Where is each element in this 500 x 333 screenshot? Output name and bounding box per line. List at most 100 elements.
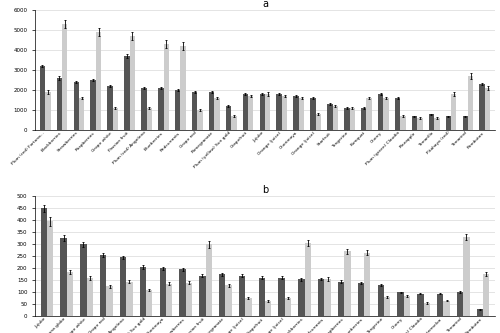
Bar xyxy=(398,292,404,316)
Bar xyxy=(451,94,456,130)
Bar xyxy=(318,279,324,316)
Bar xyxy=(434,118,440,130)
Title: a: a xyxy=(262,0,268,9)
Bar xyxy=(130,36,135,130)
Bar xyxy=(231,116,236,130)
Bar xyxy=(457,292,464,316)
Bar xyxy=(282,96,288,130)
Bar xyxy=(47,221,53,316)
Bar xyxy=(298,279,304,316)
Bar xyxy=(146,108,152,130)
Bar xyxy=(350,108,355,130)
Bar xyxy=(446,116,451,130)
Bar xyxy=(248,96,254,130)
Bar xyxy=(480,84,485,130)
Bar xyxy=(304,243,311,316)
Bar xyxy=(140,267,146,316)
Bar xyxy=(79,98,84,130)
Bar xyxy=(100,255,106,316)
Bar xyxy=(361,108,366,130)
Bar xyxy=(428,114,434,130)
Bar xyxy=(164,44,169,130)
Bar xyxy=(120,257,126,316)
Bar xyxy=(344,251,350,316)
Legend: μmol TE/portion, μmol TE/100g: μmol TE/portion, μmol TE/100g xyxy=(220,196,310,202)
Bar xyxy=(332,106,338,130)
Bar xyxy=(378,94,384,130)
Bar xyxy=(412,116,417,130)
Bar xyxy=(316,114,321,130)
Bar xyxy=(62,24,68,130)
Bar xyxy=(80,244,86,316)
Bar xyxy=(265,94,270,130)
Bar xyxy=(299,98,304,130)
Bar xyxy=(74,82,79,130)
Bar xyxy=(96,32,102,130)
Bar xyxy=(180,46,186,130)
Bar xyxy=(364,253,370,316)
Bar xyxy=(226,106,231,130)
Bar xyxy=(358,283,364,316)
Bar xyxy=(199,275,205,316)
Bar xyxy=(444,301,450,316)
Bar xyxy=(86,278,93,316)
Bar xyxy=(400,116,406,130)
Bar xyxy=(166,284,172,316)
Bar xyxy=(417,118,422,130)
Bar xyxy=(310,98,316,130)
Bar xyxy=(395,98,400,130)
Bar xyxy=(180,269,186,316)
Bar xyxy=(175,90,180,130)
Bar xyxy=(477,309,483,316)
Bar xyxy=(483,274,490,316)
Bar xyxy=(113,108,118,130)
Bar xyxy=(242,94,248,130)
Bar xyxy=(60,238,66,316)
Bar xyxy=(327,104,332,130)
Bar xyxy=(158,88,164,130)
Bar xyxy=(209,92,214,130)
Bar xyxy=(40,208,47,316)
Bar xyxy=(338,281,344,316)
Bar xyxy=(245,298,252,316)
Bar xyxy=(464,237,469,316)
Bar xyxy=(219,274,226,316)
Bar xyxy=(198,110,203,130)
Bar xyxy=(265,301,272,316)
Bar xyxy=(404,296,410,316)
Bar xyxy=(239,275,245,316)
Bar xyxy=(285,298,291,316)
Title: b: b xyxy=(262,185,268,195)
Bar xyxy=(276,94,282,130)
Bar xyxy=(260,94,265,130)
Bar xyxy=(258,278,265,316)
Bar xyxy=(294,96,299,130)
Bar xyxy=(66,272,73,316)
Bar xyxy=(424,303,430,316)
Bar xyxy=(160,268,166,316)
Bar xyxy=(214,98,220,130)
Bar xyxy=(108,86,113,130)
Bar xyxy=(206,244,212,316)
Bar xyxy=(366,98,372,130)
Bar xyxy=(485,88,490,130)
Bar xyxy=(468,76,473,130)
Bar xyxy=(344,108,350,130)
Bar xyxy=(45,92,51,130)
Bar xyxy=(192,92,198,130)
Bar xyxy=(124,56,130,130)
Bar xyxy=(106,286,112,316)
Bar xyxy=(437,293,444,316)
Bar xyxy=(324,279,331,316)
Bar xyxy=(40,66,45,130)
Bar xyxy=(186,283,192,316)
Bar xyxy=(126,281,132,316)
Bar xyxy=(90,80,96,130)
Bar xyxy=(384,98,389,130)
Bar xyxy=(146,290,152,316)
Bar xyxy=(141,88,146,130)
Bar xyxy=(384,297,390,316)
Bar xyxy=(278,278,285,316)
Bar xyxy=(56,78,62,130)
Bar xyxy=(378,285,384,316)
